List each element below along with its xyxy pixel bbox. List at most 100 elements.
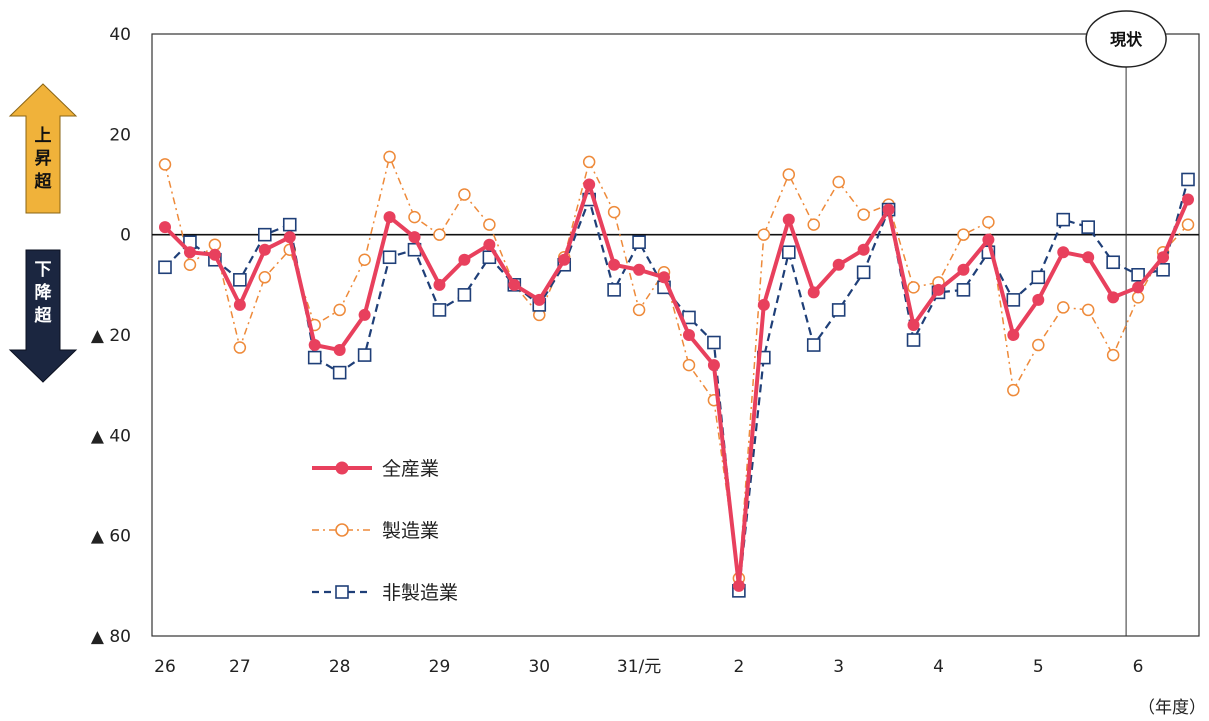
data-point: [1131, 267, 1145, 282]
data-point: [208, 238, 222, 251]
data-point: [832, 175, 845, 189]
data-point: [782, 213, 795, 226]
data-point: [1032, 338, 1045, 352]
x-tick-label: 2: [733, 657, 744, 677]
data-point: [857, 208, 870, 221]
data-point: [408, 210, 421, 224]
data-point: [806, 338, 821, 352]
data-point: [583, 178, 596, 191]
data-point: [1031, 270, 1046, 285]
x-tick-label: 31/元: [617, 657, 661, 677]
data-point: [208, 248, 221, 261]
series-0: [159, 178, 1194, 592]
data-point: [1007, 329, 1020, 341]
data-point: [283, 231, 296, 244]
data-point: [1006, 293, 1021, 307]
x-axis-ticks: 26 27 28 29 30 31/元 2 3 4 5 6: [154, 657, 1143, 677]
data-point: [882, 203, 895, 216]
data-point: [533, 293, 546, 306]
data-point: [782, 168, 796, 181]
open-square-icon: [335, 585, 349, 599]
data-point: [1106, 348, 1120, 362]
x-tick-label: 4: [933, 657, 944, 677]
data-point: [159, 221, 171, 234]
legend-item-all: 全産業: [312, 458, 439, 480]
data-point: [258, 271, 272, 284]
legend-item-manufacturing: 製造業: [312, 520, 439, 542]
data-point: [1182, 193, 1194, 206]
legend: 全産業 製造業 非製造業: [312, 458, 458, 604]
data-point: [433, 278, 446, 291]
up-arrow-indicator: 上 昇 超: [8, 83, 78, 214]
data-point: [682, 358, 696, 372]
data-point: [757, 298, 770, 311]
legend-label-manufacturing: 製造業: [382, 520, 439, 542]
data-point: [233, 273, 247, 287]
data-point: [682, 329, 695, 341]
filled-circle-icon: [335, 461, 349, 475]
y-tick-label: 0: [120, 226, 131, 246]
data-point: [1081, 220, 1095, 234]
series-group: [158, 150, 1195, 598]
x-tick-label: 3: [833, 657, 844, 677]
up-arrow-char-3: 超: [35, 171, 53, 192]
data-point: [732, 579, 745, 592]
data-point: [856, 265, 871, 280]
data-point: [333, 303, 346, 317]
down-arrow-char-2: 降: [35, 282, 53, 303]
data-point: [1081, 303, 1095, 317]
series-line: [163, 182, 1190, 588]
y-tick-label: ▲ 80: [91, 627, 131, 647]
data-point: [781, 245, 796, 260]
data-point: [982, 215, 995, 229]
data-point: [832, 258, 845, 271]
data-point: [807, 218, 820, 231]
data-point: [1057, 246, 1070, 259]
down-arrow-indicator: 下 降 超: [8, 249, 78, 383]
x-tick-label: 30: [528, 657, 550, 677]
data-point: [1056, 301, 1070, 314]
data-point: [558, 253, 571, 266]
data-point: [258, 243, 271, 256]
up-arrow-char-1: 上: [35, 126, 52, 146]
y-tick-label: ▲ 40: [91, 426, 131, 446]
data-point: [907, 281, 920, 294]
x-axis-label: （年度）: [1138, 698, 1206, 718]
data-point: [1181, 218, 1195, 231]
x-tick-label: 6: [1133, 657, 1144, 677]
series-2: [158, 172, 1195, 598]
data-point: [357, 348, 372, 362]
down-arrow-icon: [8, 249, 78, 383]
data-point: [383, 150, 396, 164]
data-point: [632, 235, 646, 249]
data-point: [432, 303, 447, 317]
x-tick-label: 28: [329, 657, 351, 677]
data-point: [282, 217, 297, 232]
data-point: [483, 218, 496, 231]
data-point: [1056, 212, 1071, 227]
data-point: [632, 303, 646, 317]
data-point: [458, 188, 471, 201]
legend-label-all: 全産業: [382, 458, 439, 480]
series-line: [164, 156, 1189, 580]
x-tick-label: 27: [229, 657, 251, 677]
y-tick-label: ▲ 60: [91, 527, 131, 547]
down-arrow-char-3: 超: [35, 305, 53, 326]
data-point: [508, 278, 521, 291]
data-point: [433, 228, 446, 241]
data-point: [358, 308, 371, 321]
open-circle-icon: [335, 523, 349, 537]
data-point: [582, 155, 596, 169]
data-point: [457, 288, 472, 302]
data-point: [308, 339, 321, 352]
data-point: [907, 318, 920, 331]
data-point: [1131, 291, 1145, 304]
current-label: 現状: [1110, 30, 1143, 49]
x-tick-label: 5: [1033, 657, 1044, 677]
data-point: [258, 227, 272, 242]
x-tick-label: 29: [429, 657, 451, 677]
data-point: [857, 243, 870, 256]
data-point: [956, 283, 971, 297]
data-point: [707, 335, 721, 350]
